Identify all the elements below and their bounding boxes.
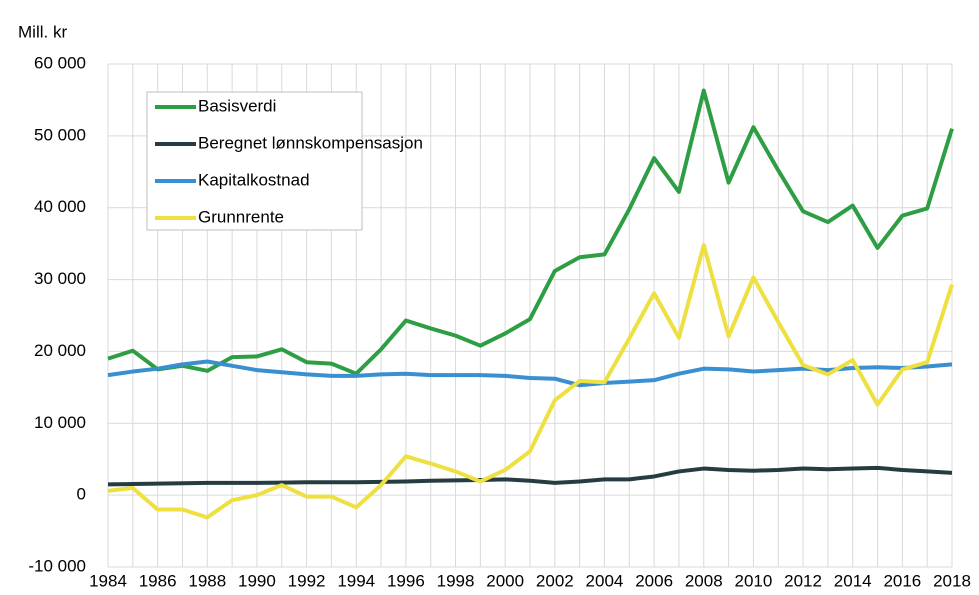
x-tick-label: 2012 [784,571,822,590]
x-tick-label: 2000 [486,571,524,590]
y-tick-label: 50 000 [34,125,86,144]
series-line [107,88,954,376]
y-tick-label: -10 000 [28,556,86,575]
y-tick-label: 20 000 [34,341,86,360]
x-tick-label: 2016 [883,571,921,590]
x-tick-label: 2006 [635,571,673,590]
legend-box [146,91,363,231]
x-tick-label: 1998 [437,571,475,590]
x-tick-label: 2014 [834,571,872,590]
y-axis-label: Mill. kr [18,22,67,41]
legend-label: Basisverdi [198,96,276,115]
series-line [107,465,953,487]
x-tick-label: 1984 [89,571,127,590]
x-tick-label: 2018 [933,571,971,590]
x-tick-label: 1992 [288,571,326,590]
legend: Basisverdi Beregnet lønnskompensasjon Kapi… [146,91,423,231]
x-tick-label: 2004 [586,571,624,590]
y-tick-label: 10 000 [34,413,86,432]
series-line [107,243,954,520]
legend-label: Kapitalkostnad [198,170,310,189]
x-tick-label: 2008 [685,571,723,590]
legend-label: Grunnrente [198,207,284,226]
x-tick-label: 1996 [387,571,425,590]
x-tick-label: 2002 [536,571,574,590]
y-tick-label: 60 000 [34,53,86,72]
legend-label: Beregnet lønnskompensasjon [198,133,423,152]
x-tick-label: 1994 [337,571,375,590]
x-tick-label: 1990 [238,571,276,590]
x-tick-label: 2010 [734,571,772,590]
y-tick-label: 0 [77,485,86,504]
x-tick-label: 1988 [188,571,226,590]
x-tick-label: 1986 [139,571,177,590]
y-tick-label: 40 000 [34,197,86,216]
y-tick-label: 30 000 [34,269,86,288]
